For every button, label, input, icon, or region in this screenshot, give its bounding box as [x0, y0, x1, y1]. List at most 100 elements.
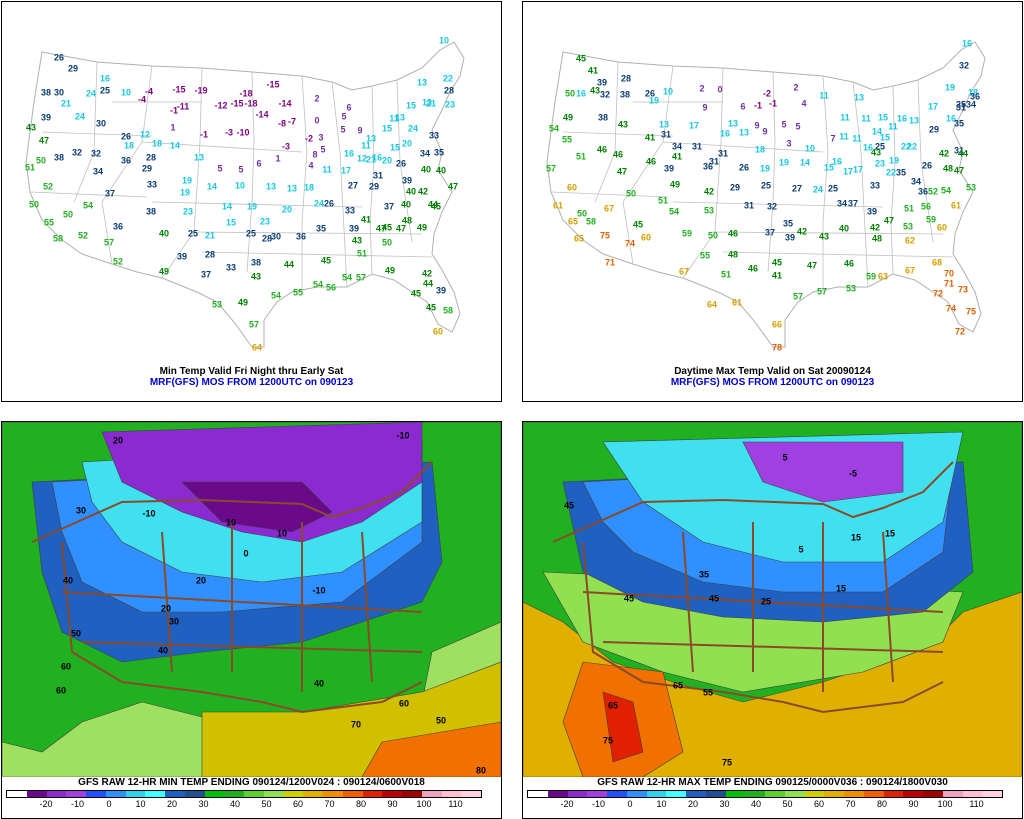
max-mos-temp-label: 42 — [870, 222, 880, 232]
min-mos-temp-label: 51 — [357, 248, 367, 258]
raw-min-contour-label: 60 — [399, 698, 409, 708]
min-mos-temp-label: 11 — [361, 140, 371, 150]
colorbar-swatch — [607, 791, 627, 797]
min-mos-temp-label: 5 — [238, 164, 243, 174]
min-mos-temp-label: 11 — [389, 113, 399, 123]
min-mos-temp-label: 30 — [54, 87, 64, 97]
max-mos-temp-label: 60 — [641, 232, 651, 242]
min-mos-temp-label: 40 — [436, 165, 446, 175]
max-mos-temp-label: 43 — [819, 231, 829, 241]
min-mos-temp-label: 18 — [152, 138, 162, 148]
min-mos-temp-label: -1 — [200, 129, 208, 139]
max-mos-temp-label: 44 — [958, 148, 968, 158]
max-mos-temp-label: 72 — [933, 288, 943, 298]
min-mos-temp-label: -15 — [230, 98, 243, 108]
colorbar-swatch — [145, 791, 165, 797]
colorbar-tick-label: 110 — [969, 799, 984, 809]
gfs-raw-min-colorbar: -20 -10 0 10 20 30 40 50 60 70 80 90 100 110 — [6, 790, 482, 816]
max-mos-temp-label: 50 — [708, 230, 718, 240]
min-mos-temp-label: 25 — [100, 85, 110, 95]
max-mos-temp-label: 68 — [932, 257, 942, 267]
raw-max-contour-label: 15 — [885, 528, 895, 538]
min-mos-temp-label: 51 — [25, 162, 35, 172]
max-mos-temp-label: 16 — [720, 128, 730, 138]
colorbar-swatch — [362, 791, 383, 797]
min-mos-temp-label: 50 — [63, 209, 73, 219]
raw-max-contour-label: -5 — [849, 468, 857, 478]
max-mos-temp-label: 57 — [793, 291, 803, 301]
colorbar-swatch — [342, 791, 363, 797]
min-temp-mos-title: Min Temp Valid Fri Night thru Early Sat — [159, 366, 344, 377]
max-mos-temp-label: 16 — [576, 88, 586, 98]
min-mos-temp-label: 21 — [61, 98, 71, 108]
min-mos-temp-label: 21 — [366, 154, 376, 164]
min-mos-temp-label: 40 — [401, 199, 411, 209]
min-mos-temp-label: 40 — [406, 186, 416, 196]
min-mos-temp-label: 33 — [226, 262, 236, 272]
max-mos-temp-label: 5 — [781, 119, 786, 129]
max-mos-temp-label: 51 — [721, 269, 731, 279]
colorbar-tick-label: 20 — [166, 799, 178, 809]
max-temp-mos-panel: 16 45 41 39 28 32 50 16 43 32 38 26 10 2 0 -2 2 11 13 19 18 3… — [522, 1, 1023, 402]
colorbar-swatch — [263, 791, 284, 797]
max-mos-temp-label: 11 — [861, 113, 871, 123]
min-mos-temp-label: 14 — [222, 201, 232, 211]
gfs-raw-max-colorbar: -20 -10 0 10 20 30 40 50 60 70 80 90 100 110 — [527, 790, 1003, 816]
raw-min-contour-label: 50 — [436, 715, 446, 725]
max-mos-temp-label: 41 — [672, 151, 682, 161]
max-mos-temp-label: 74 — [625, 238, 635, 248]
min-mos-temp-label: 26 — [121, 131, 131, 141]
colorbar-swatches — [527, 790, 1003, 798]
max-mos-temp-label: 35 — [954, 118, 964, 128]
min-mos-temp-label: 5 — [341, 111, 346, 121]
max-mos-temp-label: 19 — [649, 95, 659, 105]
min-mos-temp-label: 57 — [249, 319, 259, 329]
max-mos-temp-label: 31 — [954, 145, 964, 155]
min-mos-temp-label: 43 — [251, 271, 261, 281]
min-mos-temp-label: 30 — [96, 118, 106, 128]
min-mos-temp-label: 23 — [183, 206, 193, 216]
max-mos-temp-label: 16 — [863, 142, 873, 152]
colorbar-swatch — [86, 791, 106, 797]
colorbar-swatch — [923, 791, 943, 797]
min-mos-temp-label: 33 — [429, 130, 439, 140]
max-mos-temp-label: 35 — [896, 167, 906, 177]
min-mos-temp-label: 15 — [382, 123, 392, 133]
max-mos-temp-label: -1 — [754, 100, 762, 110]
max-mos-temp-label: 45 — [576, 53, 586, 63]
max-mos-temp-label: 29 — [929, 124, 939, 134]
min-mos-temp-label: 11 — [322, 164, 332, 174]
gfs-raw-min-panel: -10 20 30 -10 10 10 0 -10 20 20 30 40 40 50 60 60 60 40 70… — [1, 421, 502, 819]
max-mos-temp-label: 19 — [889, 155, 899, 165]
min-temp-mos-panel: 26 29 16 10 -4 -4 -15 -19 -18 -15 2 -14 6 10 13 22 28 23 1… — [1, 1, 502, 402]
max-mos-temp-label: 50 — [626, 188, 636, 198]
max-mos-temp-label: 13 — [659, 119, 669, 129]
max-mos-temp-label: 9 — [762, 126, 767, 136]
colorbar-swatch — [883, 791, 904, 797]
min-mos-temp-label: 43 — [352, 235, 362, 245]
max-mos-temp-label: 15 — [878, 112, 888, 122]
max-mos-temp-label: 60 — [567, 182, 577, 192]
colorbar-swatch — [745, 791, 765, 797]
colorbar-swatch — [942, 791, 963, 797]
raw-min-contour-label: 20 — [113, 435, 123, 445]
min-mos-temp-label: 41 — [361, 214, 371, 224]
max-mos-temp-label: 24 — [813, 184, 823, 194]
colorbar-swatch — [303, 791, 323, 797]
min-mos-temp-label: 34 — [420, 148, 430, 158]
raw-max-contour-label: 65 — [608, 700, 618, 710]
max-mos-temp-label: 25 — [956, 99, 966, 109]
raw-min-contour-label: 40 — [314, 678, 324, 688]
raw-min-contour-label: 60 — [56, 685, 66, 695]
min-mos-temp-label: -15 — [266, 79, 279, 89]
colorbar-swatch — [863, 791, 884, 797]
max-mos-temp-label: 32 — [767, 201, 777, 211]
min-mos-temp-label: 13 — [266, 181, 276, 191]
raw-min-contour-label: 40 — [63, 575, 73, 585]
max-mos-temp-label: 75 — [600, 230, 610, 240]
min-mos-temp-label: 54 — [271, 290, 281, 300]
raw-max-contour-label: 75 — [722, 757, 732, 767]
colorbar-tick-label: 60 — [813, 799, 825, 809]
colorbar-tick-label: 50 — [782, 799, 793, 809]
max-mos-temp-label: 71 — [605, 257, 615, 267]
